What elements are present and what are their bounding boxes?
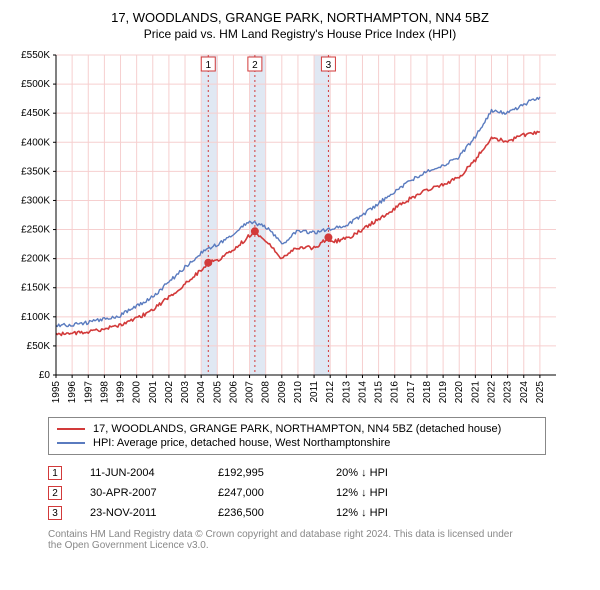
svg-text:1999: 1999 (116, 381, 127, 404)
sale-marker-icon: 2 (48, 486, 62, 500)
svg-text:2005: 2005 (212, 381, 223, 404)
sale-price: £236,500 (218, 507, 308, 519)
legend-item: HPI: Average price, detached house, West… (57, 436, 537, 450)
svg-text:2014: 2014 (357, 381, 368, 404)
svg-text:2024: 2024 (519, 381, 530, 404)
legend-label: HPI: Average price, detached house, West… (93, 437, 390, 449)
svg-text:2009: 2009 (277, 381, 288, 404)
svg-text:2000: 2000 (132, 381, 143, 404)
svg-text:£100K: £100K (21, 312, 50, 323)
sale-date: 30-APR-2007 (90, 487, 190, 499)
svg-text:2022: 2022 (486, 381, 497, 404)
svg-text:2011: 2011 (309, 381, 320, 403)
svg-text:2003: 2003 (180, 381, 191, 404)
chart-subtitle: Price paid vs. HM Land Registry's House … (8, 27, 592, 41)
sale-price: £247,000 (218, 487, 308, 499)
svg-text:2015: 2015 (374, 381, 385, 404)
sales-row: 2 30-APR-2007 £247,000 12% ↓ HPI (48, 483, 528, 503)
svg-text:£350K: £350K (21, 166, 50, 177)
sales-row: 1 11-JUN-2004 £192,995 20% ↓ HPI (48, 463, 528, 483)
sale-date: 11-JUN-2004 (90, 467, 190, 479)
sales-table: 1 11-JUN-2004 £192,995 20% ↓ HPI 2 30-APR-200… (48, 463, 528, 523)
sale-marker-icon: 3 (48, 506, 62, 520)
svg-text:£300K: £300K (21, 195, 50, 206)
svg-text:1995: 1995 (51, 381, 62, 404)
svg-text:£200K: £200K (21, 254, 50, 265)
svg-text:2018: 2018 (422, 381, 433, 404)
svg-text:1996: 1996 (67, 381, 78, 404)
svg-text:£400K: £400K (21, 137, 50, 148)
svg-text:2023: 2023 (503, 381, 514, 404)
svg-text:£500K: £500K (21, 79, 50, 90)
svg-text:2008: 2008 (261, 381, 272, 404)
svg-text:2001: 2001 (148, 381, 159, 404)
svg-text:£50K: £50K (27, 341, 51, 352)
svg-text:2013: 2013 (341, 381, 352, 404)
sale-delta: 20% ↓ HPI (336, 467, 426, 479)
sale-marker-icon: 1 (48, 466, 62, 480)
svg-text:2025: 2025 (535, 381, 546, 404)
svg-text:£250K: £250K (21, 225, 50, 236)
svg-text:3: 3 (326, 60, 332, 71)
svg-text:2021: 2021 (470, 381, 481, 404)
legend-item: 17, WOODLANDS, GRANGE PARK, NORTHAMPTON,… (57, 422, 537, 436)
svg-text:2020: 2020 (454, 381, 465, 404)
svg-text:1: 1 (205, 60, 211, 71)
svg-text:2012: 2012 (325, 381, 336, 404)
svg-text:2004: 2004 (196, 381, 207, 404)
svg-text:2: 2 (252, 60, 258, 71)
svg-text:2002: 2002 (164, 381, 175, 404)
attribution-text: Contains HM Land Registry data © Crown c… (48, 529, 528, 551)
legend: 17, WOODLANDS, GRANGE PARK, NORTHAMPTON,… (48, 417, 546, 455)
chart-title: 17, WOODLANDS, GRANGE PARK, NORTHAMPTON,… (8, 10, 592, 25)
svg-text:2017: 2017 (406, 381, 417, 404)
price-chart: £0 £50K £100K £150K £200K £250K £300K £350K £400… (8, 47, 592, 407)
svg-text:2006: 2006 (228, 381, 239, 404)
sale-delta: 12% ↓ HPI (336, 507, 426, 519)
svg-text:£150K: £150K (21, 283, 50, 294)
svg-text:2010: 2010 (293, 381, 304, 404)
legend-swatch (57, 442, 85, 444)
legend-label: 17, WOODLANDS, GRANGE PARK, NORTHAMPTON,… (93, 423, 501, 435)
svg-text:£550K: £550K (21, 50, 50, 61)
svg-text:2019: 2019 (438, 381, 449, 404)
sale-price: £192,995 (218, 467, 308, 479)
svg-text:£450K: £450K (21, 108, 50, 119)
sale-delta: 12% ↓ HPI (336, 487, 426, 499)
svg-text:2007: 2007 (245, 381, 256, 404)
sale-date: 23-NOV-2011 (90, 507, 190, 519)
svg-text:1998: 1998 (99, 381, 110, 404)
svg-text:2016: 2016 (390, 381, 401, 404)
svg-text:1997: 1997 (83, 381, 94, 404)
legend-swatch (57, 428, 85, 430)
svg-text:£0: £0 (39, 370, 51, 381)
sales-row: 3 23-NOV-2011 £236,500 12% ↓ HPI (48, 503, 528, 523)
